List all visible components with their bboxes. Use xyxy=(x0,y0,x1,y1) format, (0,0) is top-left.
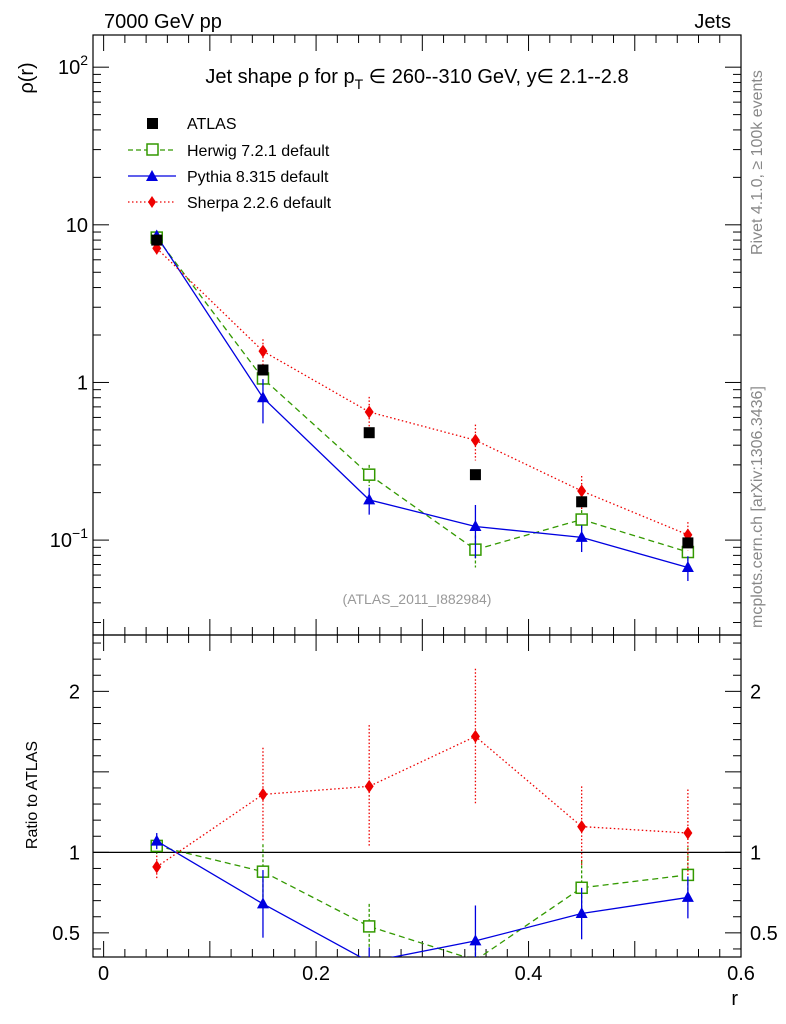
legend-marker-sherpa xyxy=(148,196,156,208)
main-sherpa-marker xyxy=(258,344,268,358)
ratio-sherpa-marker xyxy=(470,729,480,743)
main-sherpa-marker xyxy=(364,405,374,419)
ratio-sherpa-marker xyxy=(152,860,162,874)
ratio-herwig-marker xyxy=(362,920,376,933)
mcplots-label: mcplots.cern.ch [arXiv:1306.3436] xyxy=(749,386,766,628)
main-pythia-marker xyxy=(681,561,694,573)
main-atlas-marker xyxy=(151,234,163,246)
main-y-tick-label: 10 xyxy=(66,215,88,237)
ratio-y-tick-label-left: 1 xyxy=(69,842,80,864)
main-data-layer xyxy=(150,229,695,582)
rivet-version-label: Rivet 4.1.0, ≥ 100k events xyxy=(749,70,766,255)
main-y-tick-label: 10−1 xyxy=(50,525,88,552)
main-herwig-marker xyxy=(362,468,376,481)
process-label: Jets xyxy=(694,11,731,33)
ratio-data-layer xyxy=(150,668,695,957)
main-atlas-marker xyxy=(682,537,694,549)
energy-label: 7000 GeV pp xyxy=(104,11,222,33)
main-sherpa-series xyxy=(152,241,693,551)
legend-marker-herwig xyxy=(146,143,159,156)
ratio-y-axis-label: Ratio to ATLAS xyxy=(24,741,41,849)
main-y-axis-label: ρ(r) xyxy=(16,62,38,93)
ratio-sherpa-marker xyxy=(577,820,587,834)
legend-marker-pythia xyxy=(146,170,158,181)
ratio-y-tick-label-right: 1 xyxy=(750,842,761,864)
main-atlas-marker xyxy=(363,427,375,439)
main-sherpa-line xyxy=(156,247,689,536)
main-atlas-series xyxy=(151,234,694,549)
plot-title: Jet shape ρ for pT ∈ 260--310 GeV, y∈ 2.… xyxy=(205,66,628,92)
main-atlas-marker xyxy=(257,364,269,376)
x-axis-label: r xyxy=(731,988,738,1010)
ratio-axis-ticks: 0 0.2 0.4 0.6 0.5 0.5 1 1 2 2 xyxy=(52,635,778,985)
main-herwig-marker xyxy=(575,513,588,526)
ratio-y-tick-label-right: 2 xyxy=(750,681,761,703)
ratio-y-tick-label-right: 0.5 xyxy=(750,923,778,945)
ratio-pythia-line xyxy=(156,840,688,957)
ratio-sherpa-marker xyxy=(364,779,374,793)
ratio-sherpa-series xyxy=(152,668,693,879)
ratio-sherpa-line xyxy=(156,735,688,868)
ratio-y-tick-label-left: 2 xyxy=(69,681,80,703)
ratio-pythia-marker xyxy=(150,834,163,846)
main-pythia-line xyxy=(156,235,689,569)
ratio-pythia-marker xyxy=(681,890,694,902)
main-herwig-line xyxy=(156,237,689,553)
ratio-sherpa-marker xyxy=(258,787,268,801)
legend-label-herwig: Herwig 7.2.1 default xyxy=(187,143,330,160)
main-sherpa-marker xyxy=(577,484,587,498)
legend-label-atlas: ATLAS xyxy=(187,116,237,133)
legend-label-sherpa: Sherpa 2.2.6 default xyxy=(187,195,332,212)
ratio-herwig-line xyxy=(156,845,688,957)
legend-marker-atlas xyxy=(147,118,158,129)
analysis-id-watermark: (ATLAS_2011_I882984) xyxy=(343,591,492,607)
main-y-tick-label: 102 xyxy=(58,52,88,79)
ratio-pythia-marker xyxy=(469,934,482,946)
main-atlas-marker xyxy=(576,496,588,508)
main-sherpa-marker xyxy=(470,433,480,447)
ratio-plot-frame xyxy=(92,634,742,958)
ratio-pythia-marker xyxy=(256,897,269,909)
ratio-pythia-marker xyxy=(575,907,588,919)
main-herwig-series xyxy=(150,231,695,568)
main-axis-ticks: 102 10 1 10−1 xyxy=(50,35,742,635)
legend-label-pythia: Pythia 8.315 default xyxy=(187,169,329,186)
ratio-sherpa-marker xyxy=(683,826,693,840)
ratio-pythia-series xyxy=(150,833,694,957)
main-pythia-marker xyxy=(469,519,482,531)
main-pythia-marker xyxy=(256,391,269,403)
legend: ATLAS Herwig 7.2.1 default Pythia 8.315 … xyxy=(128,116,332,212)
ratio-x-tick-label: 0 xyxy=(98,963,109,985)
main-pythia-marker xyxy=(575,530,588,542)
ratio-x-tick-label: 0.6 xyxy=(727,963,755,985)
main-atlas-marker xyxy=(469,469,481,481)
ratio-x-tick-label: 0.4 xyxy=(515,963,543,985)
ratio-y-tick-label-left: 0.5 xyxy=(52,923,80,945)
main-y-tick-label: 1 xyxy=(77,372,88,394)
main-pythia-marker xyxy=(363,493,376,505)
ratio-x-tick-label: 0.2 xyxy=(302,963,330,985)
